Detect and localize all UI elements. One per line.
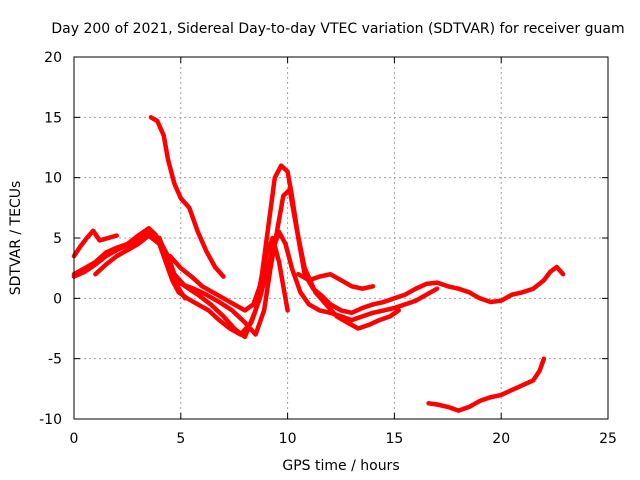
- y-tick-label: 15: [44, 110, 62, 126]
- x-tick-label: 20: [492, 431, 510, 447]
- series-arc-1: [148, 115, 226, 279]
- series-arc-8: [296, 271, 376, 291]
- y-tick-label: 10: [44, 171, 62, 187]
- chart-title: Day 200 of 2021, Sidereal Day-to-day VTE…: [51, 21, 624, 37]
- x-tick-label: 10: [279, 431, 297, 447]
- series-arc-7: [157, 235, 188, 301]
- series-arc-6: [167, 235, 290, 313]
- plot-frame: [73, 56, 609, 420]
- x-tick-label: 25: [599, 431, 617, 447]
- y-tick-label: 20: [44, 50, 62, 66]
- x-axis-label: GPS time / hours: [282, 458, 399, 474]
- y-tick-label: 0: [53, 291, 62, 307]
- series-layer: [71, 115, 566, 413]
- x-tick-label: 5: [176, 431, 185, 447]
- y-tick-label: -10: [39, 412, 62, 428]
- series-arc-4: [71, 187, 401, 337]
- y-axis-label: SDTVAR / TECUs: [8, 181, 24, 296]
- y-tick-label: -5: [48, 352, 62, 368]
- y-tick-label: 5: [53, 231, 62, 247]
- ticks: 0 5 10 15 20 25 20 15 10 5 0 -5 -10: [39, 50, 617, 447]
- x-tick-label: 0: [70, 431, 79, 447]
- grid: [74, 57, 608, 419]
- x-tick-label: 15: [385, 431, 403, 447]
- series-arc-2: [71, 228, 119, 259]
- series-arc-9: [426, 356, 547, 413]
